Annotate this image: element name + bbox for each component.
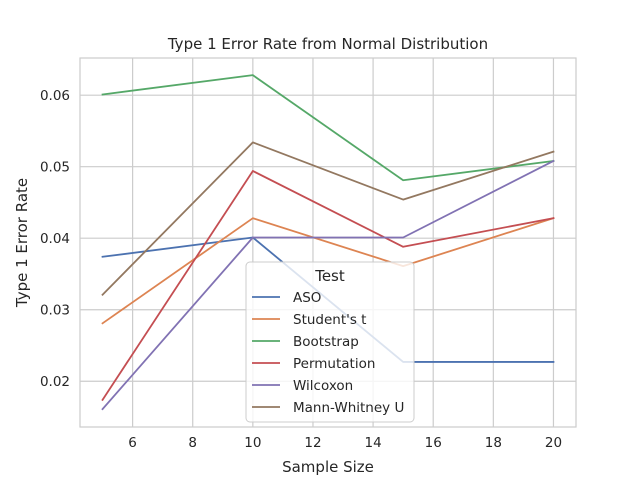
x-tick-label: 6: [128, 435, 137, 451]
y-tick-label: 0.03: [40, 303, 70, 319]
chart-title: Type 1 Error Rate from Normal Distributi…: [167, 35, 488, 53]
grid: [80, 58, 576, 427]
legend-box: [245, 261, 415, 423]
series-line: [101, 159, 555, 411]
y-axis-label: Type 1 Error Rate: [13, 178, 31, 308]
legend: Test ASO Student's t Bootstrap Permutation Wi…: [245, 261, 415, 423]
y-tick-label: 0.02: [40, 374, 70, 390]
x-tick-label: 18: [485, 435, 502, 451]
legend-title: Test: [314, 267, 345, 285]
legend-entry: ASO: [293, 290, 321, 306]
x-tick-label: 16: [425, 435, 442, 451]
legend-entry: Wilcoxon: [293, 378, 353, 394]
x-tick-label: 12: [304, 435, 321, 451]
y-tick-label: 0.04: [40, 231, 70, 247]
x-tick-label: 10: [244, 435, 261, 451]
plot-frame: [79, 57, 577, 428]
x-tick-label: 8: [188, 435, 197, 451]
x-tick-label: 20: [545, 435, 562, 451]
series-line: [101, 141, 555, 296]
series-line: [101, 74, 555, 182]
legend-entry: Student's t: [293, 312, 366, 328]
series-line: [101, 170, 555, 402]
legend-entry: Mann-Whitney U: [293, 400, 404, 416]
y-tick-label: 0.05: [40, 160, 70, 176]
x-tick-label: 14: [364, 435, 381, 451]
tick-labels: 6 8 10 12 14 16 18 20 0.02 0.03 0.04 0.05 0.06: [40, 88, 562, 451]
series-line: [101, 217, 555, 325]
legend-entry: Permutation: [293, 356, 375, 372]
x-axis-label: Sample Size: [282, 458, 374, 476]
legend-entry: Bootstrap: [293, 334, 359, 350]
y-tick-label: 0.06: [40, 88, 70, 104]
